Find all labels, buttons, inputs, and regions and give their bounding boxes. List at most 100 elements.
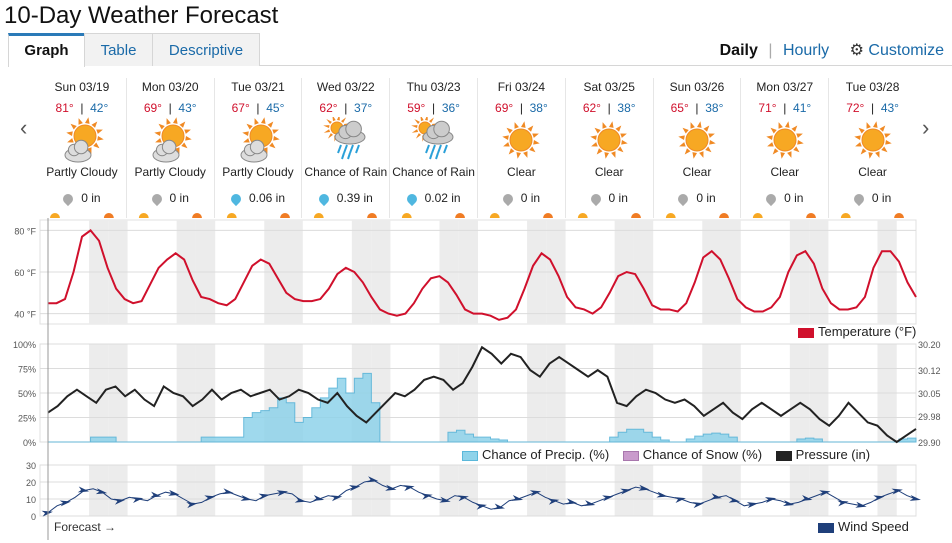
- condition-text: Clear: [507, 165, 536, 179]
- prev-days-arrow[interactable]: ‹: [20, 115, 28, 140]
- day-card[interactable]: Tue 03/21 67° | 45° Partly Cloudy 0.06 i…: [213, 78, 302, 218]
- sunrise-sunset-icon: [577, 213, 641, 218]
- sunrise-sunset-icon: [665, 213, 729, 218]
- high-temp: 67°: [231, 101, 250, 115]
- tab-table[interactable]: Table: [84, 33, 153, 66]
- precip-value: 0 in: [608, 191, 628, 205]
- wind-arrow: [837, 500, 849, 507]
- precip-amount: 0.06 in: [215, 191, 302, 206]
- wind-arrow: [710, 493, 723, 500]
- day-card[interactable]: Sun 03/19 81° | 42° Partly Cloudy 0 in: [38, 78, 126, 218]
- sunrise-sunset-icon: [841, 213, 905, 218]
- wind-arrow: [565, 498, 578, 505]
- night-band: [439, 465, 459, 516]
- day-card[interactable]: Tue 03/28 72° | 43° Clear 0 in: [828, 78, 916, 218]
- day-name: Sat 03/25: [583, 80, 635, 94]
- high-temp: 65°: [670, 101, 689, 115]
- precip-tick-label: 50%: [18, 389, 36, 399]
- precip-area: [48, 372, 917, 443]
- next-days-arrow[interactable]: ›: [922, 115, 930, 140]
- wind-arrow: [367, 476, 379, 483]
- temperature-swatch: [798, 327, 814, 338]
- daily-forecast-strip: Sun 03/19 81° | 42° Partly Cloudy 0 in M…: [38, 78, 916, 218]
- low-temp: 38°: [617, 101, 636, 115]
- precip-amount: 0.02 in: [390, 191, 477, 206]
- partly-cloudy-icon: [57, 117, 107, 163]
- day-temps: 69° | 38°: [495, 101, 548, 115]
- high-temp: 62°: [319, 101, 338, 115]
- condition-text: Chance of Rain: [304, 165, 388, 179]
- day-card[interactable]: Fri 03/24 69° | 38° Clear 0 in: [477, 78, 565, 218]
- night-band: [351, 465, 372, 516]
- customize-button[interactable]: ⚙ Customize: [850, 40, 944, 60]
- wind-arrow: [150, 491, 162, 498]
- low-temp: 43°: [880, 101, 899, 115]
- tab-graph[interactable]: Graph: [8, 33, 85, 67]
- day-card[interactable]: Mon 03/20 69° | 43° Partly Cloudy 0 in: [125, 78, 214, 218]
- wind-arrow: [186, 502, 198, 509]
- wind-tick-label: 10: [26, 495, 36, 505]
- partly-cloudy-icon: [233, 117, 283, 163]
- wind-arrow: [584, 500, 596, 507]
- night-band: [702, 465, 722, 516]
- day-card[interactable]: Mon 03/27 71° | 41° Clear 0 in: [740, 78, 828, 218]
- low-temp: 38°: [705, 101, 724, 115]
- wind-arrow: [620, 488, 632, 495]
- pressure-line: [47, 345, 917, 444]
- night-band: [195, 465, 216, 516]
- day-temps: 62° | 38°: [582, 101, 636, 115]
- wind-arrow: [493, 503, 506, 510]
- pressure-tick-label: 30.12: [918, 366, 941, 376]
- precip-amount: 0 in: [741, 191, 828, 206]
- rain-icon: [321, 114, 371, 163]
- day-card[interactable]: Sun 03/26 65° | 38° Clear 0 in: [652, 78, 741, 218]
- sunrise-sunset-icon: [138, 213, 202, 218]
- snow-swatch: [622, 450, 639, 461]
- condition-text: Clear: [594, 165, 624, 179]
- condition-text: Clear: [682, 165, 712, 179]
- precip-value: 0 in: [696, 191, 716, 205]
- daily-link[interactable]: Daily: [719, 42, 758, 59]
- wind-arrow: [439, 496, 451, 503]
- temperature-legend-label: Temperature (°F): [818, 324, 917, 339]
- raindrop-icon: [149, 191, 164, 206]
- wind-arrow: [77, 486, 90, 493]
- precip-legend: Chance of Precip. (%) Chance of Snow (%)…: [452, 447, 870, 462]
- forecast-graph: 80 °F 60 °F 40 °F 100% 75% 50% 25% 0% 30.20 30.12…: [0, 218, 952, 543]
- condition-text: Clear: [770, 165, 800, 179]
- clear-icon: [760, 117, 810, 163]
- wind-arrow: [638, 484, 650, 491]
- day-temps: 71° | 41°: [758, 101, 812, 115]
- raindrop-icon: [500, 191, 515, 206]
- raindrop-icon: [404, 191, 419, 206]
- day-card[interactable]: Thu 03/23 59° | 36° Chance of Rain 0.02 …: [389, 78, 477, 218]
- tab-descriptive[interactable]: Descriptive: [152, 33, 260, 66]
- wind-arrow: [113, 498, 126, 505]
- wind-arrow: [547, 498, 560, 505]
- wind-arrow: [403, 485, 415, 492]
- wind-arrow: [385, 484, 397, 491]
- wind-arrow: [222, 488, 234, 495]
- night-band: [527, 465, 547, 516]
- high-temp: 72°: [846, 101, 865, 115]
- hourly-link[interactable]: Hourly: [782, 42, 830, 59]
- clear-icon: [848, 117, 898, 163]
- wind-arrow: [276, 490, 289, 497]
- temp-tick-label: 80 °F: [14, 226, 36, 236]
- low-temp: 38°: [529, 101, 548, 115]
- wind-arrow: [891, 488, 903, 495]
- wind-tick-label: 0: [31, 512, 36, 522]
- day-card[interactable]: Sat 03/25 62° | 38° Clear 0 in: [564, 78, 653, 218]
- low-temp: 42°: [90, 101, 109, 115]
- pressure-legend-label: Pressure (in): [795, 447, 871, 462]
- period-nav: Daily | Hourly ⚙ Customize: [720, 40, 944, 60]
- precip-amount: 0 in: [127, 191, 214, 206]
- day-name: Sun 03/19: [54, 80, 110, 94]
- pressure-tick-label: 30.05: [918, 389, 941, 399]
- gear-icon: ⚙: [849, 42, 864, 59]
- page-title: 10-Day Weather Forecast: [4, 2, 279, 29]
- wind-arrow: [511, 495, 524, 501]
- temperature-line: [48, 229, 917, 321]
- day-card[interactable]: Wed 03/22 62° | 37° Chance of Rain 0.39 …: [301, 78, 389, 218]
- temperature-legend: Temperature (°F): [788, 324, 916, 339]
